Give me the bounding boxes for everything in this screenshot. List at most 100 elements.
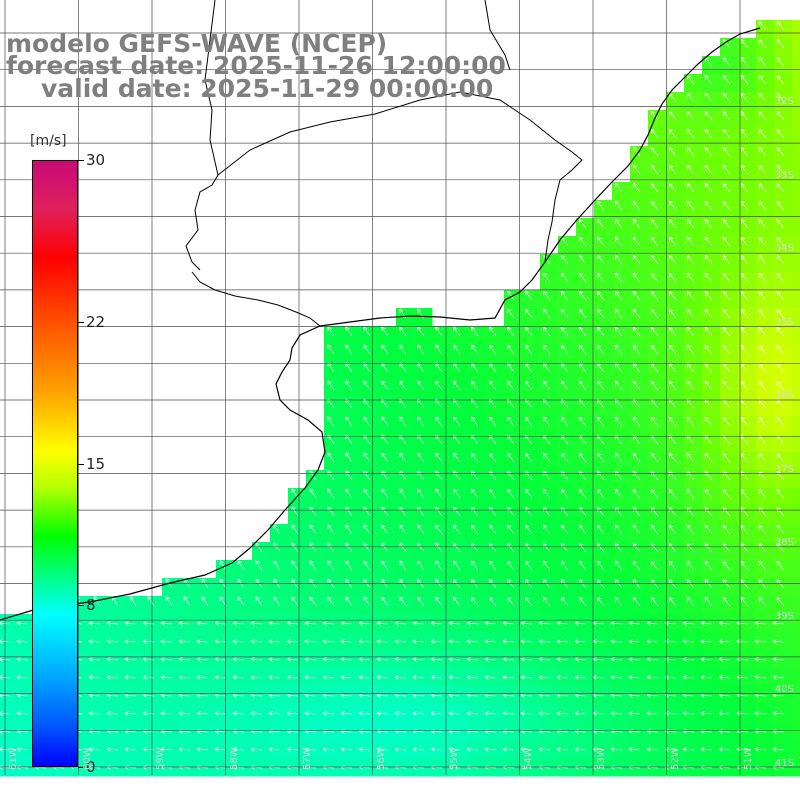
wind-arrow: [471, 452, 479, 463]
speed-cell: [378, 740, 397, 759]
wind-arrow: [704, 417, 713, 427]
wind-arrow: [435, 470, 443, 481]
wind-arrow: [596, 524, 605, 535]
wind-arrow: [722, 75, 731, 85]
wind-arrow: [578, 326, 587, 337]
wind-arrow: [754, 710, 767, 716]
wind-arrow: [740, 597, 749, 607]
speed-cell: [180, 650, 199, 669]
wind-arrow: [668, 111, 677, 121]
speed-cell: [378, 686, 397, 705]
wind-arrow: [718, 638, 731, 644]
wind-arrow: [345, 470, 353, 481]
wind-arrow: [668, 489, 677, 499]
wind-arrow: [489, 344, 497, 355]
longitude-label: 51W: [743, 747, 754, 770]
speed-cell: [18, 632, 37, 651]
speed-cell: [18, 704, 37, 723]
speed-cell: [288, 614, 307, 633]
wind-arrow: [596, 254, 605, 265]
wind-arrow: [668, 309, 677, 319]
speed-cell: [774, 686, 793, 705]
wind-arrow: [758, 75, 767, 85]
speed-cell: [342, 668, 361, 687]
speed-cell: [612, 686, 631, 705]
speed-cell: [774, 704, 793, 723]
speed-cell: [594, 704, 613, 723]
wind-arrow: [214, 620, 227, 626]
speed-cell: [522, 704, 541, 723]
wind-arrow: [668, 381, 677, 391]
speed-cell: [630, 704, 649, 723]
speed-cell: [792, 740, 800, 759]
wind-arrow: [722, 561, 731, 571]
speed-cell: [360, 722, 379, 741]
wind-arrow: [632, 236, 641, 247]
wind-arrow: [704, 129, 713, 139]
speed-cell: [594, 722, 613, 741]
wind-arrow: [538, 710, 551, 716]
wind-arrow: [16, 656, 29, 662]
wind-arrow: [704, 381, 713, 391]
speed-cell: [666, 686, 685, 705]
wind-arrow: [471, 542, 479, 553]
wind-arrow: [614, 560, 623, 571]
speed-cell: [324, 668, 343, 687]
speed-cell: [378, 632, 397, 651]
wind-arrow: [489, 596, 497, 607]
wind-arrow: [758, 489, 767, 499]
wind-arrow: [686, 183, 695, 193]
speed-cell: [288, 704, 307, 723]
wind-arrow: [304, 620, 317, 626]
speed-cell: [252, 668, 271, 687]
wind-arrow: [614, 596, 623, 607]
latitude-label: 39S: [774, 610, 794, 622]
wind-arrow: [722, 183, 731, 193]
speed-cell: [702, 632, 721, 651]
wind-arrow: [484, 638, 497, 644]
wind-arrow: [578, 272, 587, 283]
wind-arrow: [322, 674, 335, 680]
wind-arrow: [740, 237, 749, 247]
wind-arrow: [525, 326, 533, 337]
speed-cell: [720, 614, 739, 633]
speed-cell: [468, 668, 487, 687]
speed-cell: [90, 740, 109, 759]
speed-cell: [684, 614, 703, 633]
wind-arrow: [578, 236, 587, 247]
wind-arrow: [525, 416, 533, 427]
wind-arrow: [668, 201, 677, 211]
speed-cell: [18, 650, 37, 669]
speed-cell: [540, 614, 559, 633]
wind-arrow: [381, 488, 389, 499]
wind-arrow: [668, 507, 677, 517]
wind-arrow: [561, 506, 569, 517]
wind-arrow: [417, 416, 425, 427]
wind-arrow: [686, 345, 695, 355]
speed-cell: [396, 632, 415, 651]
speed-cell: [126, 668, 145, 687]
speed-cell: [504, 740, 523, 759]
speed-cell: [144, 650, 163, 669]
wind-arrow: [628, 656, 641, 662]
wind-arrow: [776, 255, 785, 265]
wind-arrow: [596, 560, 605, 571]
wind-arrow: [632, 344, 641, 355]
wind-arrow: [237, 560, 245, 571]
wind-arrow: [106, 710, 119, 716]
latitude-label: 38S: [774, 537, 794, 548]
wind-arrow: [543, 272, 551, 283]
wind-arrow: [160, 620, 173, 626]
wind-arrow: [628, 746, 641, 752]
wind-arrow: [453, 596, 461, 607]
wind-arrow: [574, 638, 587, 644]
wind-arrow: [543, 290, 551, 301]
speed-cell: [648, 614, 667, 633]
speed-cell: [576, 722, 595, 741]
speed-cell: [702, 614, 721, 633]
wind-arrow: [704, 525, 713, 535]
wind-arrow: [381, 308, 389, 319]
wind-arrow: [632, 380, 641, 391]
wind-arrow: [574, 674, 587, 680]
wind-arrow: [772, 710, 785, 716]
